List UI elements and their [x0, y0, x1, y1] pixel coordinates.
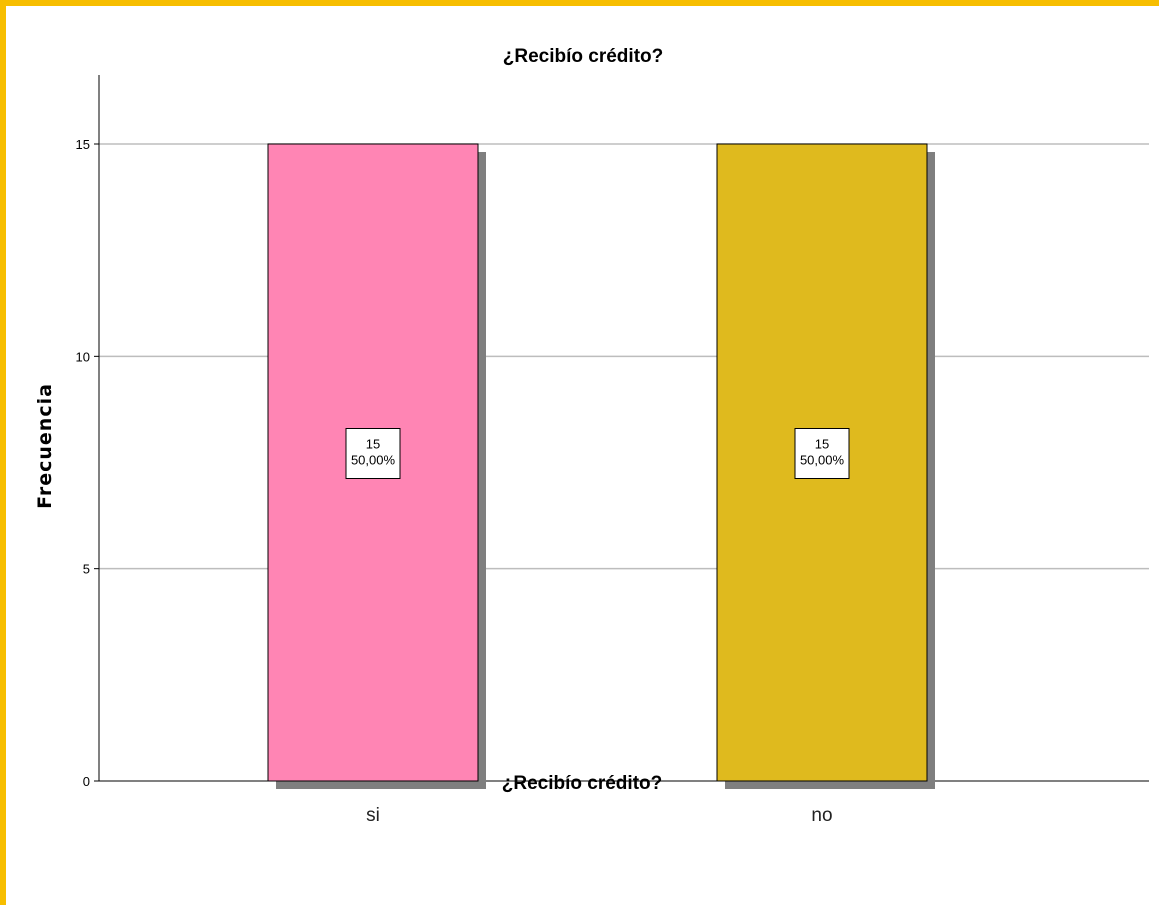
x-tick-label: si — [366, 805, 380, 826]
data-label-box — [345, 428, 401, 479]
gridlines — [99, 143, 1149, 570]
data-label-count: 15 — [366, 437, 380, 452]
y-tick-label: 0 — [83, 774, 90, 789]
x-tick-label: no — [811, 805, 832, 826]
axes: 0 5 10 15 si no — [76, 75, 1149, 826]
data-label-count: 15 — [815, 437, 829, 452]
y-tick-label: 5 — [83, 562, 90, 577]
data-label-box — [794, 428, 850, 479]
chart-title: ¿Recibío crédito? — [503, 46, 663, 67]
data-label-percent: 50,00% — [351, 453, 396, 468]
data-label-percent: 50,00% — [800, 453, 845, 468]
y-tick-label: 10 — [76, 349, 90, 364]
y-tick-label: 15 — [76, 137, 90, 152]
y-axis-title: Frecuencia — [34, 383, 56, 509]
x-axis-title: ¿Recibío crédito? — [502, 773, 662, 794]
